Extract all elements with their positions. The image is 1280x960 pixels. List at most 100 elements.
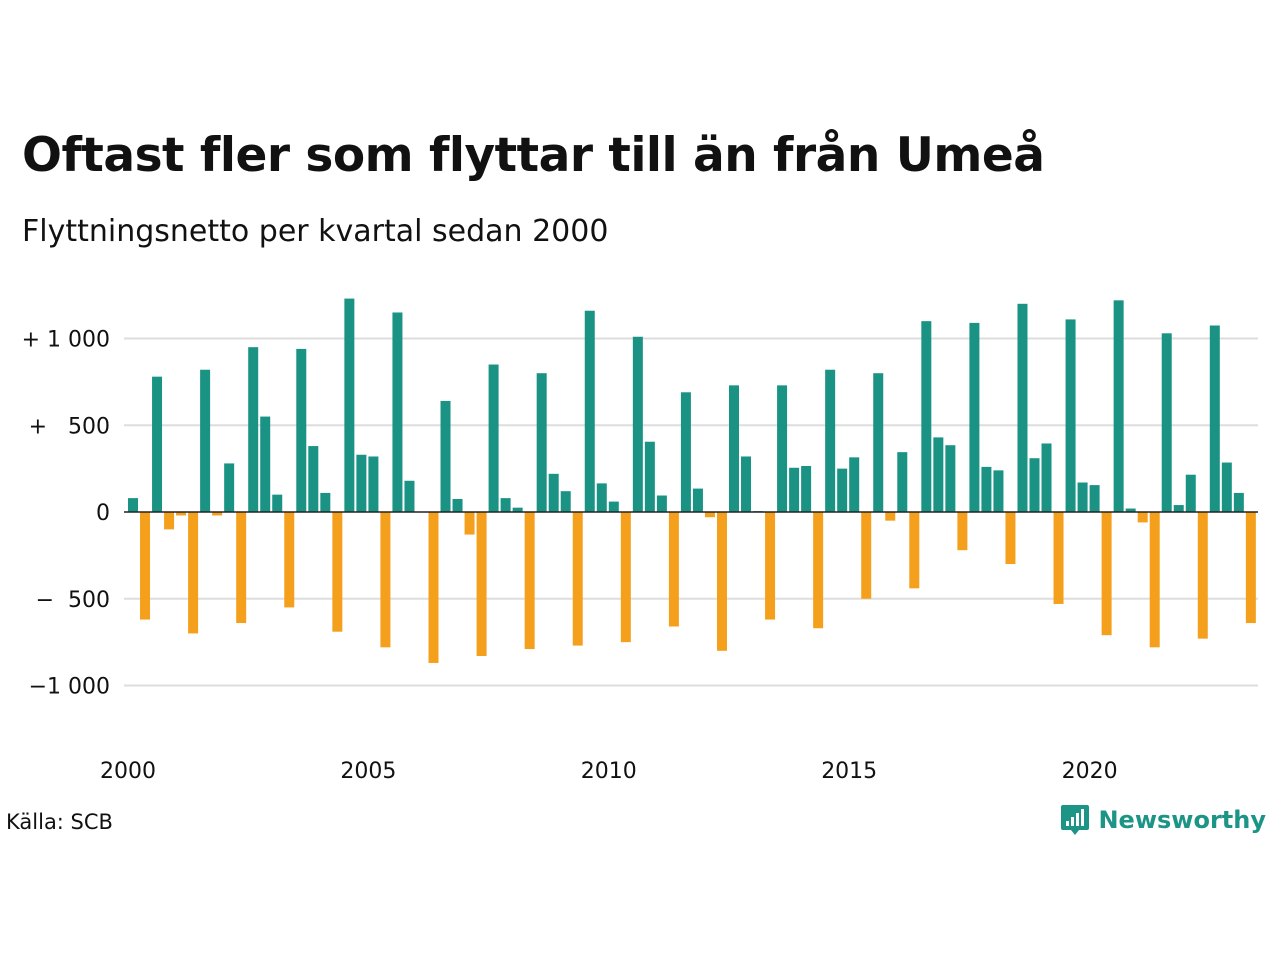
bar xyxy=(897,452,908,512)
bar xyxy=(1173,505,1184,512)
bar xyxy=(272,494,283,512)
bar xyxy=(332,512,343,632)
y-tick-label: − 500 xyxy=(36,588,110,613)
bar xyxy=(1245,512,1256,624)
bar xyxy=(777,385,788,512)
bar xyxy=(404,480,415,512)
bar xyxy=(500,498,511,512)
bar xyxy=(1149,512,1160,648)
bar xyxy=(1233,492,1244,512)
bar xyxy=(1053,512,1064,604)
bar xyxy=(596,483,607,512)
bar xyxy=(692,488,703,512)
bar xyxy=(368,456,379,512)
bar xyxy=(656,495,667,512)
bar xyxy=(164,512,175,530)
bar xyxy=(488,364,499,512)
brand-name: Newsworthy xyxy=(1098,806,1266,834)
bar xyxy=(140,512,151,620)
bar xyxy=(1125,508,1136,512)
bar xyxy=(909,512,920,589)
bar xyxy=(1041,443,1052,512)
bar xyxy=(969,322,980,512)
bar xyxy=(440,400,451,512)
bar xyxy=(1161,333,1172,512)
newsworthy-logo-icon xyxy=(1061,805,1090,835)
y-tick-label: + 500 xyxy=(29,414,110,439)
bar xyxy=(200,369,211,512)
bar xyxy=(704,512,715,518)
bar xyxy=(128,498,138,512)
bar xyxy=(176,512,187,516)
bar xyxy=(284,512,295,608)
bar xyxy=(729,385,739,512)
bar xyxy=(1101,512,1112,636)
bar xyxy=(1017,303,1028,512)
bar xyxy=(1089,485,1100,512)
x-tick-label: 2015 xyxy=(821,759,877,784)
brand-logo: Newsworthy xyxy=(1060,803,1266,837)
bar xyxy=(584,310,595,512)
bar xyxy=(801,466,812,512)
bar xyxy=(560,491,571,512)
bar xyxy=(1113,300,1124,512)
bar xyxy=(344,298,355,512)
bar xyxy=(632,336,643,512)
bar xyxy=(356,454,367,512)
chart-subtitle: Flyttningsnetto per kvartal sedan 2000 xyxy=(22,214,609,249)
x-tick-label: 2005 xyxy=(340,759,396,784)
bar xyxy=(680,392,691,512)
bar xyxy=(260,416,271,512)
bar xyxy=(188,512,199,634)
x-tick-label: 2000 xyxy=(100,759,156,784)
bar xyxy=(428,512,439,663)
bar xyxy=(308,446,319,512)
source-note: Källa: SCB xyxy=(6,810,113,834)
x-tick-label: 2010 xyxy=(581,759,637,784)
bar xyxy=(644,441,655,512)
bar xyxy=(921,321,932,512)
bar xyxy=(512,507,523,512)
bar xyxy=(1077,482,1088,512)
bar xyxy=(392,312,403,512)
bar xyxy=(861,512,872,599)
bar xyxy=(789,467,800,512)
bar xyxy=(212,512,223,516)
y-tick-label: + 1 000 xyxy=(22,328,110,353)
bar xyxy=(452,498,463,512)
bar xyxy=(668,512,679,627)
bar xyxy=(837,468,848,513)
bar xyxy=(825,369,836,512)
bar xyxy=(476,512,487,656)
bar-chart: + 1 000 + 500 0 − 500 −1 000 2000 2005 2010 201… xyxy=(22,298,1258,784)
bar xyxy=(993,470,1004,512)
y-axis-labels: + 1 000 + 500 0 − 500 −1 000 xyxy=(22,328,110,700)
bar xyxy=(320,492,331,512)
bar xyxy=(296,348,307,512)
bar xyxy=(1185,474,1196,512)
bar xyxy=(981,466,992,512)
y-tick-label: 0 xyxy=(96,501,110,526)
bar xyxy=(464,512,475,535)
chart-bars xyxy=(128,298,1256,663)
bar xyxy=(813,512,824,629)
bar xyxy=(1137,512,1148,523)
bar xyxy=(885,512,896,521)
bar xyxy=(1065,319,1076,512)
bar xyxy=(1197,512,1208,639)
bar xyxy=(548,473,559,512)
bar xyxy=(1005,512,1016,565)
bar xyxy=(849,457,860,512)
bar xyxy=(608,501,619,512)
bar xyxy=(152,376,163,512)
bar xyxy=(248,347,259,512)
bar xyxy=(1209,325,1220,512)
y-tick-label: −1 000 xyxy=(29,675,110,700)
bar xyxy=(873,373,884,512)
bar xyxy=(741,456,752,512)
bar xyxy=(620,512,631,643)
bar xyxy=(716,512,727,651)
bar xyxy=(933,437,944,512)
bar xyxy=(236,512,247,624)
bar xyxy=(945,445,956,512)
